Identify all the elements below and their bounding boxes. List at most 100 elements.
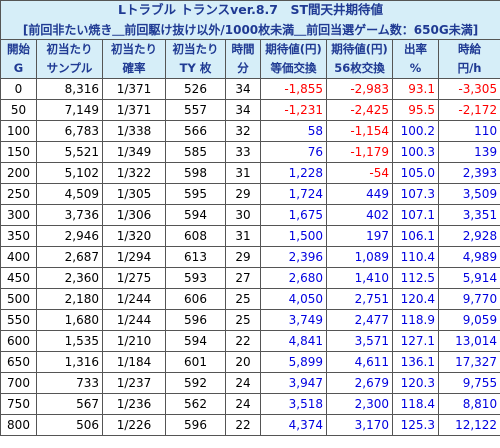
cell-ty: 596 xyxy=(165,414,226,436)
cell-sample: 2,180 xyxy=(36,288,103,310)
cell-ev-equal: 4,841 xyxy=(260,330,327,352)
cell-hourly: 3,509 xyxy=(437,183,500,205)
cell-rate: 100.3 xyxy=(392,141,439,163)
header-ev-equal-unit: 等価交換 xyxy=(260,59,327,79)
cell-sample: 567 xyxy=(36,393,103,415)
cell-time: 33 xyxy=(225,141,261,163)
cell-hourly: 12,122 xyxy=(437,414,500,436)
cell-ev-56: -2,425 xyxy=(326,99,393,121)
cell-rate: 120.3 xyxy=(392,372,439,394)
cell-ev-equal: 1,724 xyxy=(260,183,327,205)
cell-ev-equal: 58 xyxy=(260,120,327,142)
cell-sample: 5,102 xyxy=(36,162,103,184)
cell-prob: 1/226 xyxy=(102,414,166,436)
subtitle-row: [前回非たい焼き＿前回駆け抜け以外/1000枚未満＿前回当選ゲーム数：650G未… xyxy=(0,20,500,40)
cell-start-g: 650 xyxy=(0,351,37,373)
cell-sample: 1,680 xyxy=(36,309,103,331)
cell-rate: 112.5 xyxy=(392,267,439,289)
header-rate: 出率 xyxy=(392,39,439,59)
cell-ev-equal: -1,855 xyxy=(260,78,327,100)
cell-sample: 2,360 xyxy=(36,267,103,289)
cell-ev-56: 1,410 xyxy=(326,267,393,289)
cell-start-g: 250 xyxy=(0,183,37,205)
cell-time: 27 xyxy=(225,267,261,289)
header-row-1: 開始 初当たり 初当たり 初当たり 時間 期待値(円) 期待値(円) 出率 時給 xyxy=(0,39,500,59)
cell-ty: 608 xyxy=(165,225,226,247)
cell-start-g: 100 xyxy=(0,120,37,142)
table-row: 800 506 1/226 596 22 4,374 3,170 125.3 12,122 xyxy=(0,414,500,436)
cell-start-g: 800 xyxy=(0,414,37,436)
cell-ev-56: 4,611 xyxy=(326,351,393,373)
cell-ev-56: 402 xyxy=(326,204,393,226)
cell-prob: 1/305 xyxy=(102,183,166,205)
cell-time: 34 xyxy=(225,99,261,121)
cell-prob: 1/275 xyxy=(102,267,166,289)
header-start-g-unit: G xyxy=(0,59,37,79)
table-row: 350 2,946 1/320 608 31 1,500 197 106.1 2,928 xyxy=(0,225,500,247)
table-row: 500 2,180 1/244 606 25 4,050 2,751 120.4 9,770 xyxy=(0,288,500,310)
cell-time: 31 xyxy=(225,225,261,247)
cell-prob: 1/244 xyxy=(102,288,166,310)
cell-ev-equal: 3,947 xyxy=(260,372,327,394)
cell-hourly: 9,059 xyxy=(437,309,500,331)
cell-ty: 585 xyxy=(165,141,226,163)
cell-sample: 1,316 xyxy=(36,351,103,373)
cell-ty: 526 xyxy=(165,78,226,100)
header-hourly-unit: 円/h xyxy=(437,59,500,79)
cell-hourly: 5,914 xyxy=(437,267,500,289)
table-row: 400 2,687 1/294 613 29 2,396 1,089 110.4 4,989 xyxy=(0,246,500,268)
cell-ty: 606 xyxy=(165,288,226,310)
cell-time: 30 xyxy=(225,204,261,226)
cell-ty: 592 xyxy=(165,372,226,394)
cell-rate: 107.3 xyxy=(392,183,439,205)
cell-time: 25 xyxy=(225,288,261,310)
cell-hourly: 8,810 xyxy=(437,393,500,415)
cell-sample: 6,783 xyxy=(36,120,103,142)
cell-prob: 1/371 xyxy=(102,78,166,100)
cell-rate: 107.1 xyxy=(392,204,439,226)
cell-ev-56: 2,300 xyxy=(326,393,393,415)
header-row-2: G サンプル 確率 TY 枚 分 等価交換 56枚交換 % 円/h xyxy=(0,59,500,79)
cell-ev-56: 1,089 xyxy=(326,246,393,268)
table-row: 200 5,102 1/322 598 31 1,228 -54 105.0 2,393 xyxy=(0,162,500,184)
cell-sample: 2,687 xyxy=(36,246,103,268)
cell-prob: 1/349 xyxy=(102,141,166,163)
cell-start-g: 750 xyxy=(0,393,37,415)
table-row: 300 3,736 1/306 594 30 1,675 402 107.1 3,351 xyxy=(0,204,500,226)
cell-hourly: -3,305 xyxy=(437,78,500,100)
cell-ev-56: 2,751 xyxy=(326,288,393,310)
cell-ty: 557 xyxy=(165,99,226,121)
cell-ev-equal: 3,749 xyxy=(260,309,327,331)
cell-sample: 506 xyxy=(36,414,103,436)
cell-ev-56: -1,179 xyxy=(326,141,393,163)
cell-ev-equal: 76 xyxy=(260,141,327,163)
cell-ev-56: 3,170 xyxy=(326,414,393,436)
table-row: 600 1,535 1/210 594 22 4,841 3,571 127.1 13,014 xyxy=(0,330,500,352)
table-row: 650 1,316 1/184 601 20 5,899 4,611 136.1 17,327 xyxy=(0,351,500,373)
cell-ev-equal: 1,675 xyxy=(260,204,327,226)
cell-start-g: 300 xyxy=(0,204,37,226)
table-row: 450 2,360 1/275 593 27 2,680 1,410 112.5 5,914 xyxy=(0,267,500,289)
table-row: 750 567 1/236 562 24 3,518 2,300 118.4 8,810 xyxy=(0,393,500,415)
cell-prob: 1/236 xyxy=(102,393,166,415)
cell-rate: 125.3 xyxy=(392,414,439,436)
header-ty-unit: TY 枚 xyxy=(165,59,226,79)
header-ev-56: 期待値(円) xyxy=(326,39,393,59)
cell-rate: 118.4 xyxy=(392,393,439,415)
cell-ty: 594 xyxy=(165,330,226,352)
cell-ty: 595 xyxy=(165,183,226,205)
cell-time: 25 xyxy=(225,309,261,331)
cell-ev-equal: 1,500 xyxy=(260,225,327,247)
cell-ev-equal: 3,518 xyxy=(260,393,327,415)
cell-time: 22 xyxy=(225,414,261,436)
cell-sample: 8,316 xyxy=(36,78,103,100)
cell-rate: 127.1 xyxy=(392,330,439,352)
cell-sample: 7,149 xyxy=(36,99,103,121)
cell-hourly: 9,770 xyxy=(437,288,500,310)
header-sample-unit: サンプル xyxy=(36,59,103,79)
cell-sample: 3,736 xyxy=(36,204,103,226)
cell-sample: 1,535 xyxy=(36,330,103,352)
header-ev-equal: 期待値(円) xyxy=(260,39,327,59)
cell-start-g: 550 xyxy=(0,309,37,331)
